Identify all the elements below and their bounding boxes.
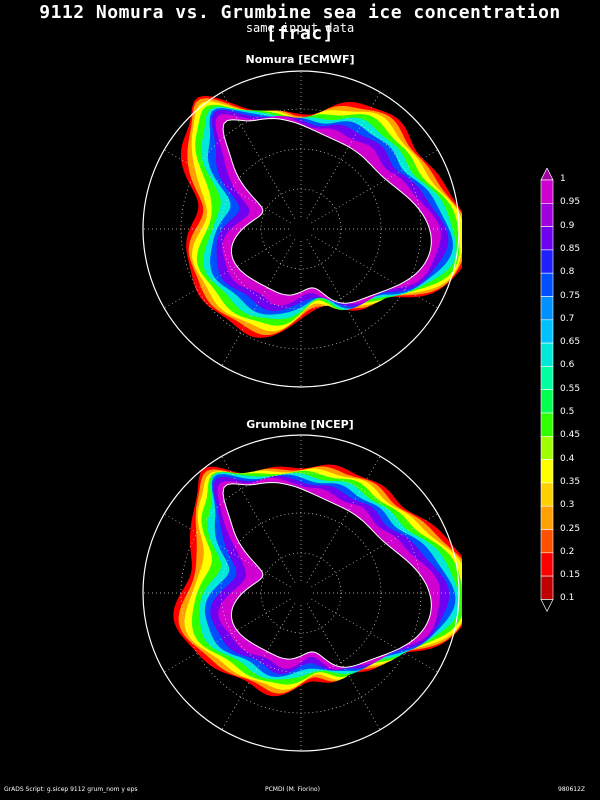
meridian-line (306, 91, 381, 219)
colorbar-tick-label: 0.45 (560, 430, 581, 441)
colorbar-tick-label: 0.1 (560, 593, 575, 604)
colorbar-tick-label: 0.6 (560, 360, 575, 371)
colorbar-segment (540, 505, 554, 530)
colorbar-segment (540, 202, 554, 227)
meridian-line (163, 598, 291, 673)
colorbar-segment (540, 412, 554, 437)
footer-date: 980612Z (558, 786, 586, 793)
colorbar-segment (540, 459, 554, 484)
colorbar-tick-label: 0.65 (560, 337, 581, 348)
map-label-grumbine: Grumbine [NCEP] (246, 418, 354, 431)
footer-credit: PCMDI (M. Fiorino) (265, 786, 320, 793)
meridian-line (311, 598, 439, 673)
polar-map-grumbine (142, 434, 462, 752)
meridian-line (306, 239, 381, 367)
meridian-line (311, 513, 439, 588)
map-boundary (142, 70, 460, 388)
colorbar-segment (540, 435, 554, 460)
colorbar-segment (540, 226, 554, 251)
meridian-line (311, 149, 439, 224)
colorbar-tick-label: 0.95 (560, 197, 581, 208)
footer-script: GrADS Script: g.sicep 9112 grum_nom y ep… (4, 786, 138, 793)
colorbar-tick-label: 0.55 (560, 383, 581, 394)
map-boundary (142, 434, 460, 752)
meridian-line (311, 234, 439, 309)
colorbar (540, 168, 554, 613)
colorbar-tick-label: 0.5 (560, 407, 575, 417)
page-subtitle: same input data (245, 21, 355, 35)
colorbar-segment (540, 482, 554, 507)
antarctica-coastline (222, 481, 432, 668)
meridian-line (163, 149, 291, 224)
colorbar-tick-label: 0.85 (560, 243, 581, 254)
meridian-line (163, 234, 291, 309)
page-title: 9112 Nomura vs. Grumbine sea ice concent… (39, 2, 561, 44)
colorbar-tick-label: 0.9 (560, 220, 575, 231)
colorbar-segment (540, 389, 554, 414)
colorbar-segment (540, 296, 554, 321)
antarctica-coastline (222, 117, 432, 304)
colorbar-segment (540, 272, 554, 297)
colorbar-tick-label: 0.4 (560, 453, 575, 464)
colorbar-segment (540, 319, 554, 344)
colorbar-top-arrow (540, 168, 554, 181)
colorbar-segment (540, 342, 554, 367)
colorbar-segment (540, 366, 554, 390)
colorbar-tick-label: 0.8 (560, 267, 575, 278)
colorbar-tick-label: 0.75 (560, 290, 581, 301)
colorbar-segment (540, 249, 554, 274)
map-label-nomura: Nomura [ECMWF] (245, 53, 355, 66)
colorbar-tick-label: 0.15 (560, 570, 581, 581)
colorbar-bottom-arrow (540, 599, 554, 613)
colorbar-segment (540, 575, 554, 600)
colorbar-tick-label: 1 (560, 174, 566, 184)
colorbar-segment (540, 552, 554, 577)
colorbar-segment (540, 179, 554, 204)
meridian-line (221, 239, 296, 367)
colorbar-tick-label: 0.2 (560, 546, 575, 557)
colorbar-tick-label: 0.3 (560, 500, 575, 511)
meridian-line (163, 513, 291, 588)
colorbar-tick-label: 0.35 (560, 476, 581, 487)
polar-map-nomura (142, 70, 462, 388)
meridian-line (221, 91, 296, 219)
colorbar-tick-label: 0.7 (560, 313, 575, 324)
colorbar-segment (540, 529, 554, 554)
colorbar-tick-label: 0.25 (560, 523, 581, 534)
